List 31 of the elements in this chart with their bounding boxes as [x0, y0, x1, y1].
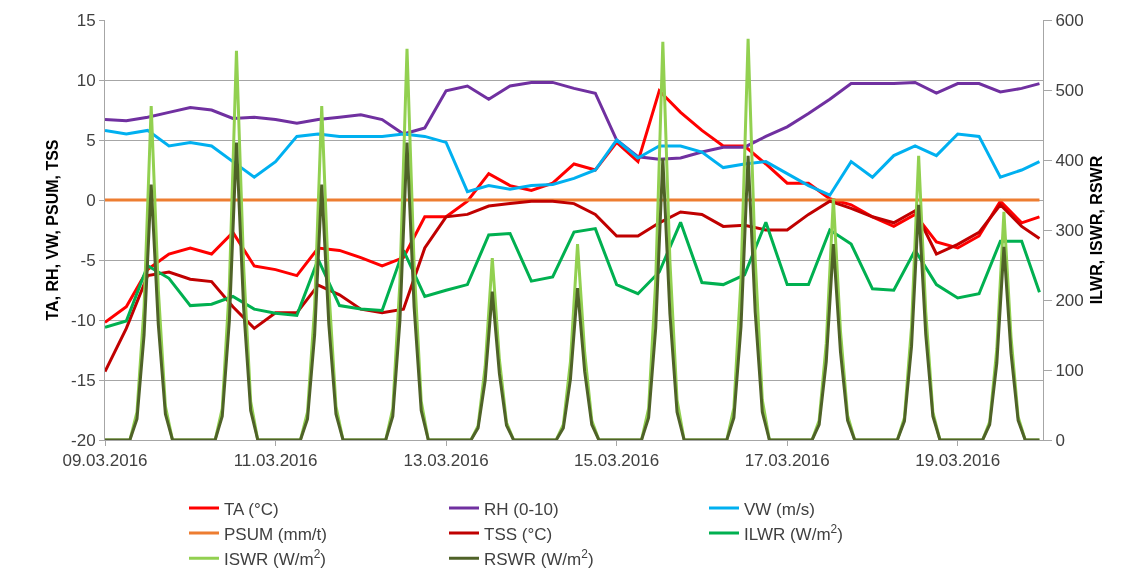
- legend-label: ILWR (W/m$^{2}$): [744, 521, 843, 544]
- y2-axis-title: ILWR, ISWR, RSWR: [1088, 155, 1106, 305]
- y2-tick-label: 500: [1055, 80, 1084, 100]
- x-tick-label: 17.03.2016: [744, 451, 830, 471]
- y2-tick-label: 200: [1055, 290, 1084, 310]
- y-tick-label: 5: [86, 130, 96, 150]
- y-tick-label: -10: [71, 310, 96, 330]
- legend-label: ISWR (W/m$^{2}$): [224, 546, 326, 569]
- legend-label: RH (0-10): [484, 499, 559, 519]
- y-tick-label: -15: [71, 370, 96, 390]
- y-tick-label: -5: [80, 250, 96, 270]
- legend-label: TSS (°C): [484, 524, 553, 544]
- y2-tick-label: 0: [1055, 430, 1065, 450]
- x-tick-label: 11.03.2016: [233, 451, 318, 471]
- y-tick-label: -20: [71, 430, 96, 450]
- x-tick-label: 13.03.2016: [403, 451, 489, 471]
- y2-tick-label: 400: [1055, 150, 1084, 170]
- legend-label: RSWR (W/m$^{2}$): [484, 546, 594, 569]
- y-tick-label: 15: [76, 10, 96, 30]
- y-tick-label: 10: [76, 70, 96, 90]
- legend-label: PSUM (mm/t): [224, 524, 327, 544]
- y2-tick-label: 300: [1055, 220, 1084, 240]
- x-tick-label: 15.03.2016: [574, 451, 660, 471]
- y-axis-title: TA, RH, VW, PSUM, TSS: [43, 139, 61, 321]
- y-tick-label: 0: [86, 190, 96, 210]
- y2-tick-label: 100: [1055, 360, 1084, 380]
- legend-label: TA (°C): [224, 499, 279, 519]
- x-tick-label: 19.03.2016: [915, 451, 1001, 471]
- legend-label: VW (m/s): [744, 499, 815, 519]
- y2-tick-label: 600: [1055, 10, 1084, 30]
- x-tick-label: 09.03.2016: [62, 451, 148, 471]
